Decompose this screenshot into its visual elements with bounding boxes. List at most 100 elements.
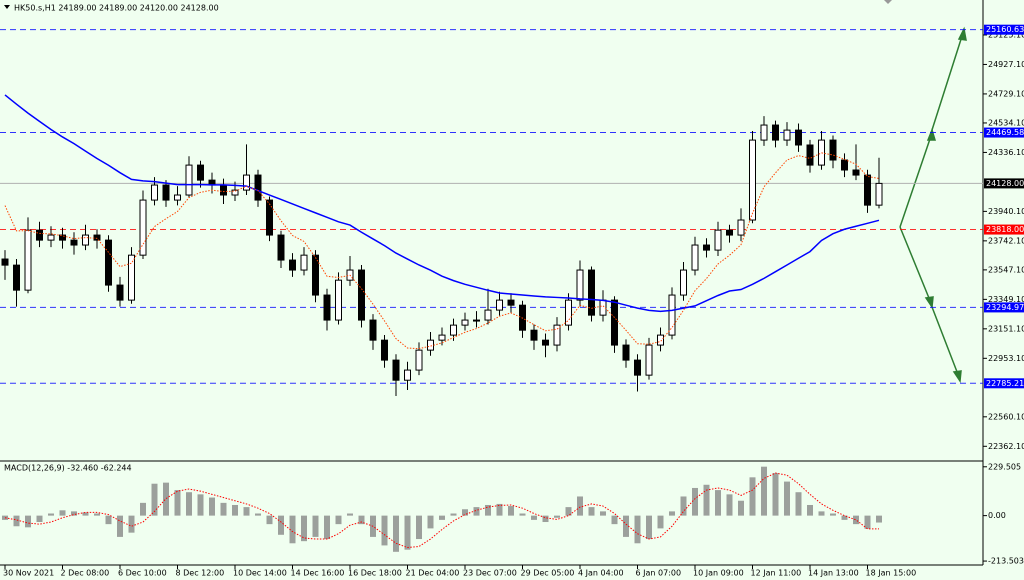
y-tick-label: 24729.10 bbox=[988, 89, 1024, 98]
macd-bar bbox=[25, 515, 31, 528]
candle-body bbox=[231, 189, 239, 196]
candle-body bbox=[829, 139, 837, 161]
macd-bar bbox=[255, 513, 261, 516]
macd-bar bbox=[462, 509, 468, 516]
candle-body bbox=[151, 184, 158, 201]
candle-body bbox=[381, 339, 388, 361]
y-tick-label: 23547.10 bbox=[988, 265, 1024, 274]
macd-bar bbox=[278, 515, 284, 535]
x-tick-label: 8 Dec 12:00 bbox=[176, 569, 225, 578]
x-tick-label: 2 Dec 08:00 bbox=[61, 569, 110, 578]
macd-bar bbox=[335, 515, 342, 525]
candle-body bbox=[266, 199, 273, 236]
candle-body bbox=[783, 129, 791, 141]
candle-body bbox=[461, 319, 469, 326]
candle-body bbox=[358, 269, 365, 321]
macd-bar bbox=[151, 483, 158, 516]
chart-title: HK50.s,H1 24189.00 24189.00 24120.00 241… bbox=[14, 4, 219, 13]
macd-bar bbox=[358, 515, 365, 525]
macd-bar bbox=[508, 506, 514, 516]
candle-body bbox=[139, 199, 147, 256]
candle-body bbox=[369, 319, 377, 341]
macd-signal bbox=[4, 472, 880, 549]
candle-body bbox=[668, 294, 676, 336]
x-tick-label: 12 Jan 11:00 bbox=[751, 569, 802, 578]
macd-bar bbox=[657, 515, 664, 529]
x-tick-label: 4 Jan 04:00 bbox=[578, 569, 624, 578]
candle-body bbox=[680, 269, 687, 296]
macd-bar bbox=[232, 504, 238, 516]
candle-body bbox=[841, 159, 848, 171]
macd-bar bbox=[71, 511, 77, 516]
candle-body bbox=[13, 264, 20, 291]
macd-bar bbox=[266, 515, 273, 525]
x-tick-label: 21 Dec 04:00 bbox=[406, 569, 460, 578]
macd-bar bbox=[94, 513, 100, 516]
macd-bar bbox=[531, 515, 537, 520]
candle-body bbox=[47, 234, 55, 241]
macd-bar bbox=[703, 484, 710, 516]
candle-body bbox=[254, 174, 262, 201]
candle-body bbox=[174, 194, 181, 201]
candle-body bbox=[323, 294, 331, 321]
macd-bar bbox=[416, 515, 422, 540]
candle-body bbox=[70, 239, 78, 246]
macd-bar bbox=[692, 487, 698, 516]
x-tick-label: 18 Jan 15:00 bbox=[866, 569, 917, 578]
macd-bar bbox=[795, 492, 802, 516]
macd-bar bbox=[577, 496, 583, 516]
level-label: 24128.00 bbox=[986, 179, 1024, 188]
candle-body bbox=[36, 229, 43, 241]
candle-body bbox=[82, 234, 89, 246]
macd-bar bbox=[117, 515, 123, 537]
scroll-marker bbox=[884, 0, 892, 4]
arrow-head bbox=[926, 127, 937, 141]
candle-body bbox=[599, 299, 607, 316]
level-label-box bbox=[984, 24, 1024, 35]
macd-bar bbox=[404, 515, 411, 550]
candle-body bbox=[875, 182, 883, 206]
macd-bar bbox=[726, 494, 733, 516]
macd-bar bbox=[163, 482, 169, 516]
level-label-box bbox=[984, 224, 1024, 235]
macd-bar bbox=[542, 515, 549, 523]
candle-body bbox=[392, 359, 400, 381]
candle-body bbox=[312, 254, 319, 296]
candle-body bbox=[726, 229, 733, 236]
macd-bar bbox=[324, 515, 330, 540]
macd-bar bbox=[772, 473, 779, 516]
macd-bar bbox=[312, 515, 319, 537]
macd-bar bbox=[830, 513, 836, 516]
macd-bar bbox=[209, 497, 215, 516]
candle-body bbox=[162, 184, 170, 201]
candle-body bbox=[749, 139, 756, 221]
candle-body bbox=[772, 124, 779, 141]
candle-body bbox=[703, 244, 710, 251]
candle-body bbox=[243, 174, 250, 191]
macd-bar bbox=[623, 515, 629, 537]
macd-bar bbox=[669, 511, 675, 516]
macd-bar bbox=[289, 515, 296, 544]
macd-bar bbox=[807, 504, 813, 516]
candle-body bbox=[59, 234, 66, 241]
candle-body bbox=[714, 229, 722, 251]
candle-body bbox=[852, 169, 860, 176]
level-label-box bbox=[984, 378, 1024, 389]
macd-bar bbox=[473, 507, 480, 516]
x-tick-label: 10 Dec 14:00 bbox=[233, 569, 287, 578]
candle-body bbox=[404, 369, 411, 381]
y-tick-label: 24927.10 bbox=[988, 60, 1024, 69]
menu-arrow[interactable] bbox=[4, 5, 10, 9]
arrow-head bbox=[957, 26, 967, 41]
macd-bar bbox=[600, 511, 606, 516]
level-label: 24469.58 bbox=[986, 128, 1024, 137]
candle-body bbox=[415, 349, 423, 371]
x-tick-label: 6 Jan 07:00 bbox=[636, 569, 682, 578]
candle-body bbox=[220, 184, 227, 196]
macd-bar bbox=[876, 515, 882, 523]
level-label: 23818.00 bbox=[986, 225, 1024, 234]
moving-average bbox=[4, 94, 880, 313]
indicator-title: MACD(12,26,9) -32.460 -62.244 bbox=[4, 464, 132, 473]
candle-body bbox=[450, 324, 457, 336]
